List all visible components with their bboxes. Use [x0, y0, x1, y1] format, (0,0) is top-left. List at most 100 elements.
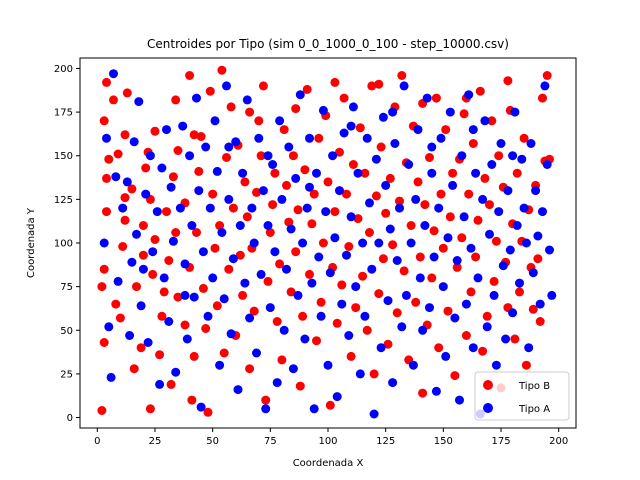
data-point [330, 77, 340, 87]
data-point [339, 128, 349, 138]
data-point [125, 331, 135, 340]
x-tick-label: 175 [491, 436, 510, 447]
data-point [222, 81, 231, 91]
data-point [342, 250, 351, 260]
data-point [240, 278, 250, 288]
data-point [309, 189, 319, 199]
data-point [351, 303, 361, 313]
data-point [328, 151, 338, 161]
y-tick-label: 50 [60, 326, 73, 337]
data-point [226, 102, 236, 112]
data-point [288, 151, 298, 161]
y-tick-label: 0 [67, 413, 73, 424]
data-point [521, 360, 531, 370]
data-point [205, 86, 215, 96]
data-point [217, 228, 227, 237]
data-point [480, 116, 490, 126]
data-point [256, 269, 266, 279]
data-point [238, 290, 248, 300]
data-point [99, 264, 109, 274]
data-point [141, 163, 151, 173]
data-point [288, 364, 298, 374]
data-point [468, 343, 478, 353]
data-point [401, 290, 411, 300]
data-point [249, 238, 259, 248]
data-point [374, 289, 384, 299]
chart-title: Centroides por Tipo (sim 0_0_1000_0_100 … [147, 37, 509, 51]
data-point [489, 276, 499, 286]
data-point [501, 334, 511, 344]
data-point [307, 219, 317, 229]
data-point [97, 406, 107, 415]
data-point [471, 252, 481, 262]
data-point [392, 256, 402, 265]
data-point [272, 317, 282, 326]
legend: Tipo B Tipo A [474, 371, 570, 421]
data-point [335, 147, 344, 157]
data-point [263, 221, 273, 230]
data-point [438, 282, 448, 292]
data-point [388, 240, 398, 250]
y-tick-label: 75 [60, 282, 73, 293]
data-point [383, 296, 393, 306]
data-point [208, 189, 218, 199]
data-point [521, 238, 531, 248]
data-point [258, 81, 268, 91]
data-point [102, 77, 111, 87]
data-point [397, 71, 407, 80]
x-tick-label: 150 [434, 436, 453, 447]
data-point [316, 297, 326, 307]
data-point [203, 311, 213, 321]
data-point [132, 282, 141, 292]
data-point [415, 252, 425, 262]
data-point [385, 173, 395, 183]
data-point [485, 200, 494, 210]
data-point [164, 317, 174, 326]
data-point [212, 166, 222, 176]
data-point [478, 346, 488, 356]
data-point [533, 254, 543, 264]
data-point [277, 355, 287, 365]
data-point [134, 97, 144, 107]
data-point [505, 245, 515, 255]
data-point [224, 142, 234, 152]
y-tick-label: 25 [60, 369, 73, 380]
data-point [305, 133, 314, 143]
data-point [443, 233, 453, 243]
data-point [508, 151, 518, 161]
x-axis-label: Coordenada X [293, 458, 364, 469]
data-point [279, 325, 289, 335]
data-point [113, 149, 123, 159]
data-point [282, 180, 291, 190]
data-point [450, 313, 460, 323]
data-point [148, 247, 158, 257]
data-point [381, 208, 391, 218]
data-point [452, 256, 462, 265]
data-point [436, 133, 446, 143]
data-point [542, 71, 552, 80]
legend-marker-tipo-b [483, 380, 493, 390]
data-point [302, 203, 312, 213]
data-point [452, 262, 462, 272]
data-point [464, 189, 474, 199]
data-point [457, 151, 467, 161]
data-point [185, 151, 195, 161]
data-point [392, 308, 402, 318]
data-point [305, 269, 314, 279]
data-point [332, 392, 342, 402]
data-point [355, 123, 365, 133]
data-point [201, 142, 211, 152]
data-point [404, 160, 414, 169]
data-point [166, 379, 176, 389]
data-point [318, 238, 328, 248]
data-point [399, 81, 409, 91]
data-point [480, 173, 490, 183]
data-point [346, 121, 356, 131]
data-point [524, 343, 534, 353]
data-point [429, 226, 439, 236]
data-point [512, 168, 522, 178]
data-point [159, 287, 169, 297]
data-point [111, 299, 121, 309]
data-point [282, 264, 291, 274]
data-point [263, 276, 273, 286]
